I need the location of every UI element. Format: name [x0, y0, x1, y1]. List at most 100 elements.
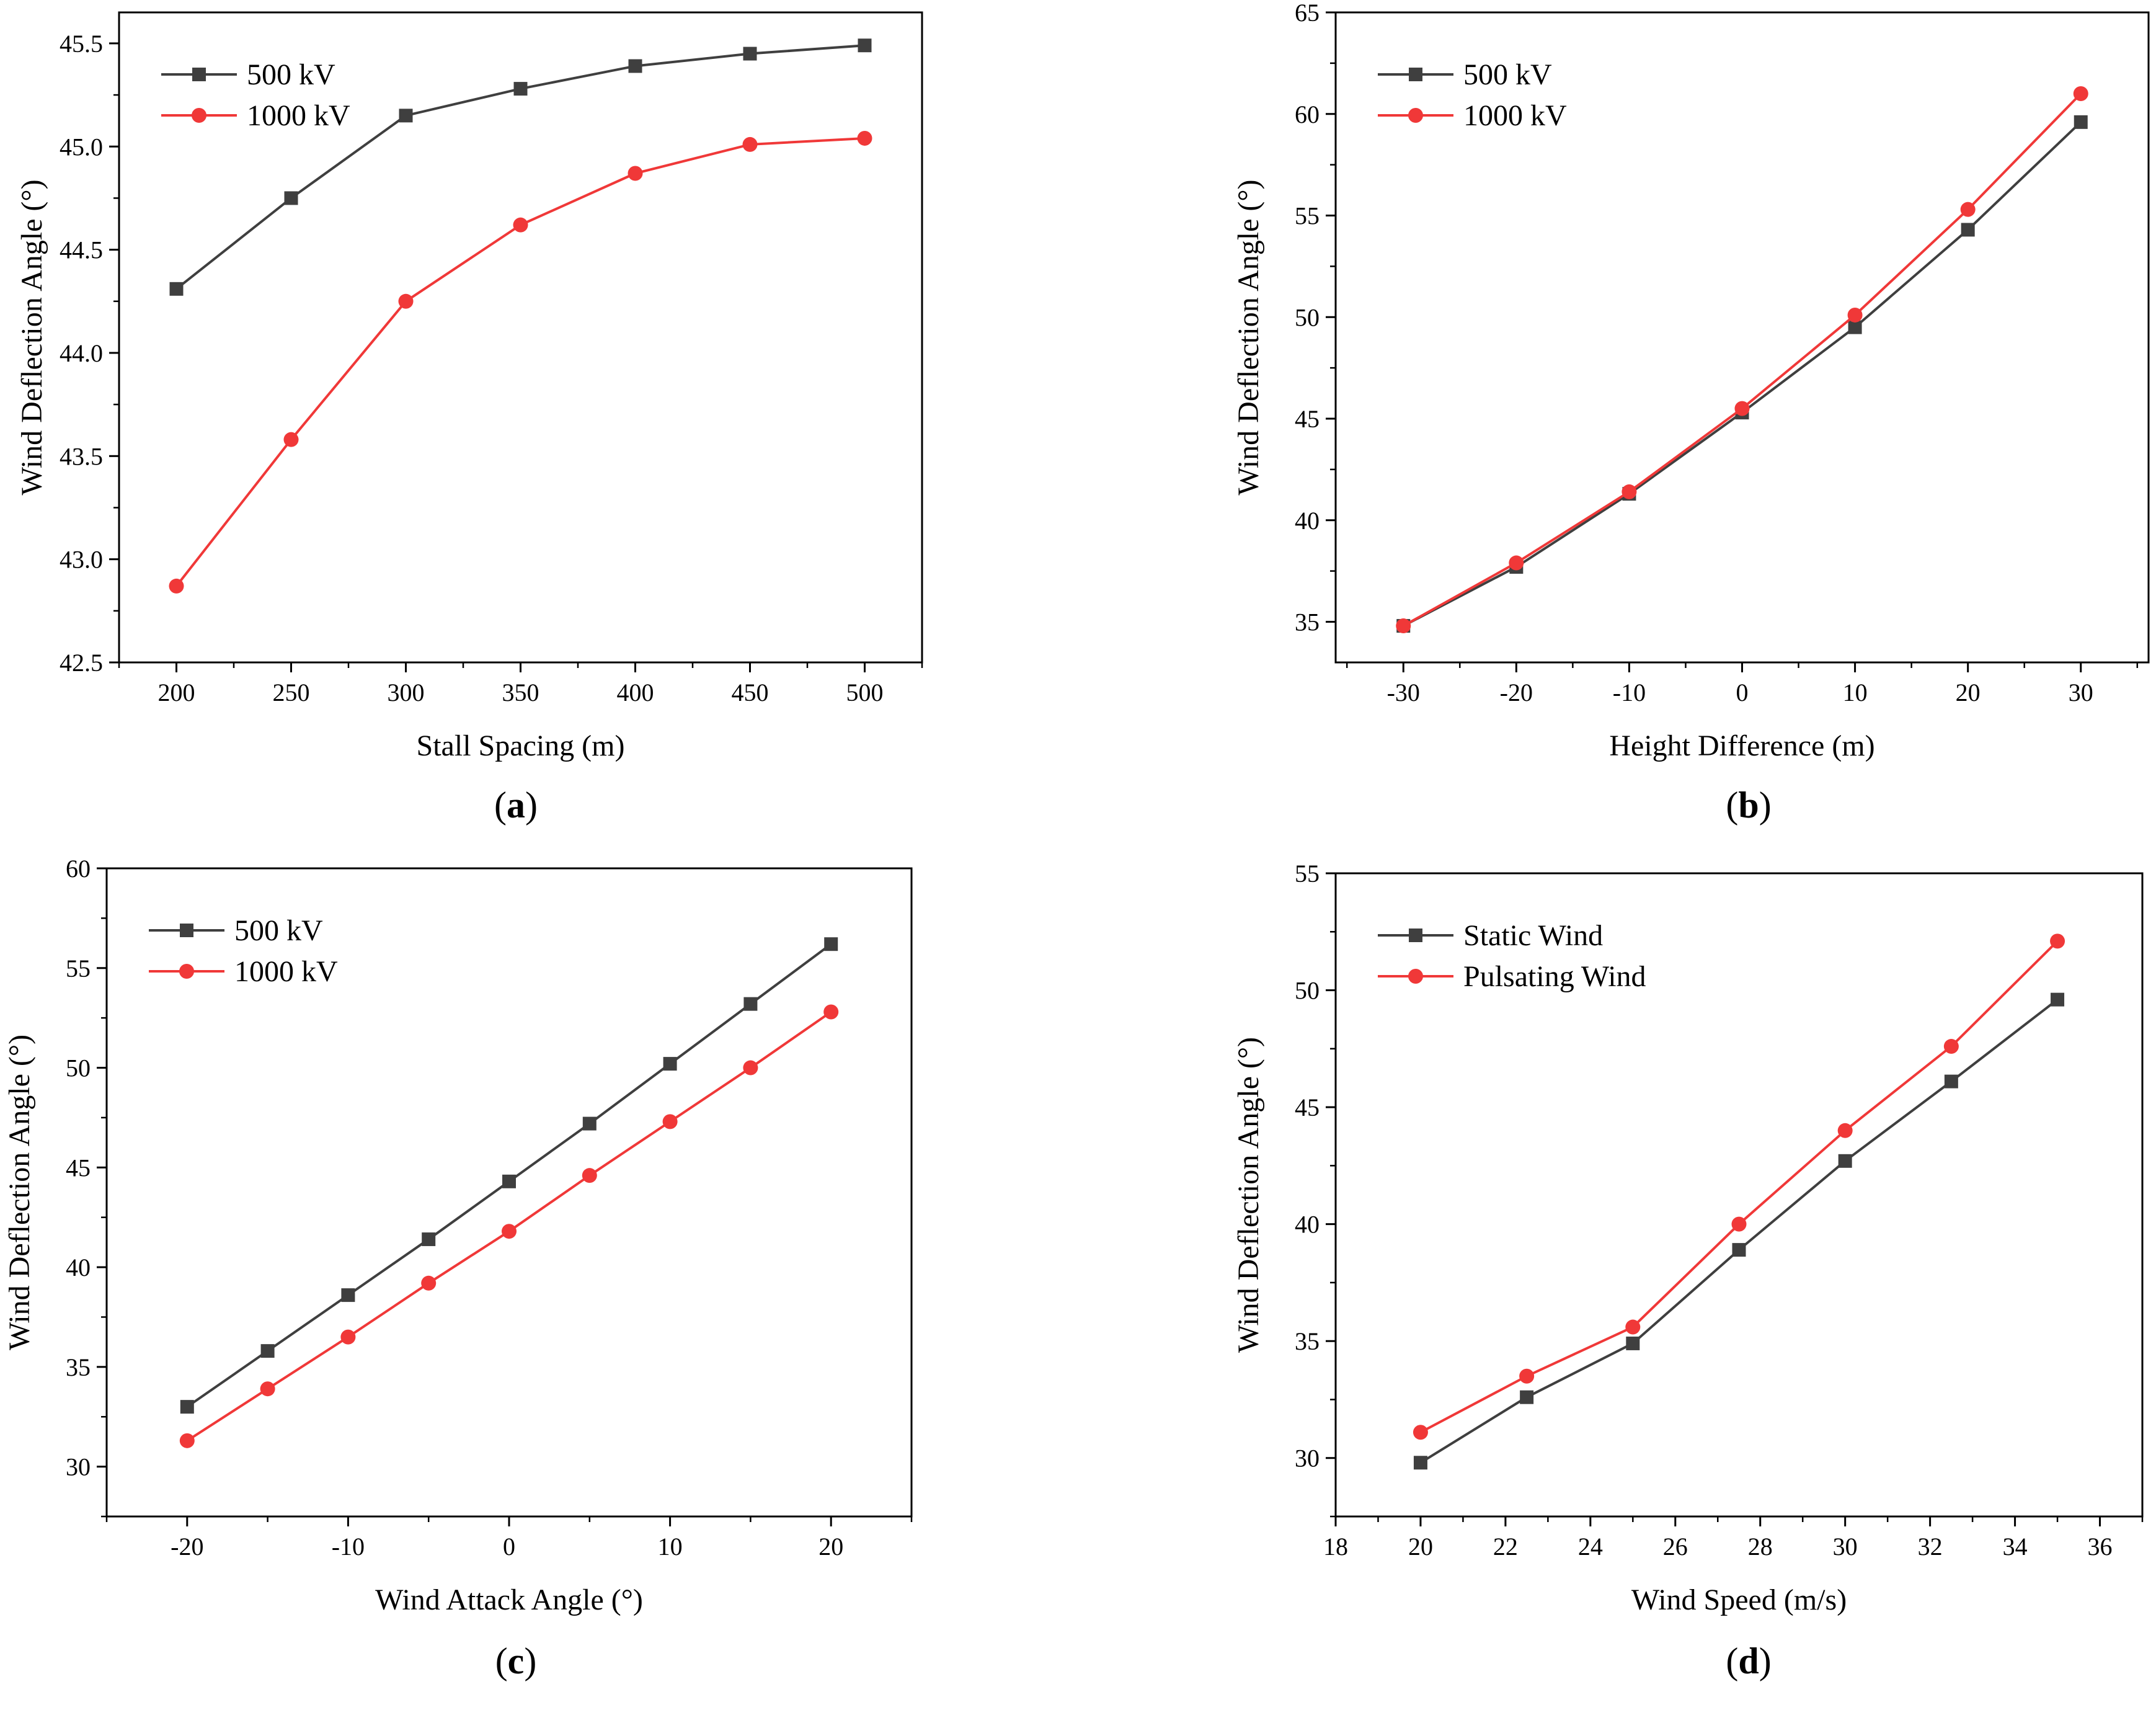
panel-label: (d) [1726, 1641, 1771, 1681]
y-tick-label: 42.5 [60, 649, 103, 677]
panel-d: 18 20 22 24 26 28 30 32 34 36 30 35 40 45 50 55 Wind Spe… [1232, 860, 2144, 1681]
data-point-square [399, 109, 413, 123]
data-point-circle [283, 432, 299, 447]
legend-marker-circle [192, 108, 206, 123]
data-point-circle [742, 136, 758, 152]
x-tick-label: 20 [1956, 679, 1981, 706]
legend-label: 1000 kV [247, 99, 350, 132]
panel-label: (b) [1726, 785, 1771, 826]
y-tick-label: 55 [1295, 202, 1320, 230]
data-point-circle [743, 1060, 758, 1075]
y-tick-label: 55 [1295, 860, 1320, 888]
x-tick-label: 250 [273, 679, 310, 706]
panel-letter: d [1738, 1641, 1759, 1681]
x-tick-label: 200 [158, 679, 195, 706]
data-point-circle [857, 130, 872, 146]
legend-entry: Static Wind [1378, 919, 1603, 952]
x-tick-label: 500 [846, 679, 884, 706]
data-point-circle [1519, 1368, 1535, 1384]
data-point-square [858, 38, 872, 53]
x-tick-label: 22 [1493, 1533, 1518, 1561]
data-point-square [743, 997, 758, 1011]
data-point-circle [2073, 86, 2088, 101]
plot-frame [1334, 872, 2144, 1518]
data-point-circle [2050, 933, 2065, 949]
y-tick-label: 40 [1295, 1211, 1320, 1239]
y-tick-label: 35 [1295, 608, 1320, 636]
data-point-circle [398, 293, 414, 309]
panel-letter: b [1738, 785, 1759, 826]
data-point-square [1413, 1456, 1427, 1470]
data-point-square [341, 1288, 355, 1303]
series-line-2 [1403, 92, 2082, 627]
data-point-square [1848, 320, 1862, 334]
legend-marker-circle [1408, 969, 1423, 984]
y-tick-label: 35 [66, 1353, 91, 1381]
data-point-square [284, 191, 298, 205]
y-tick-label: 65 [1295, 0, 1320, 27]
y-tick-label: 44.5 [60, 236, 103, 264]
x-tick-label: 450 [732, 679, 769, 706]
x-tick-label: 36 [2088, 1533, 2113, 1561]
panel-b: -30 -20 -10 0 10 20 30 35 40 45 50 55 60 65 Height Dif… [1232, 0, 2150, 826]
x-tick-label: 28 [1748, 1533, 1773, 1561]
y-tick-label: 45 [1295, 405, 1320, 433]
x-tick-label: -10 [1613, 679, 1646, 706]
data-point-circle [1509, 555, 1524, 571]
x-axis-title: Stall Spacing (m) [417, 729, 625, 762]
plot-frame [118, 11, 923, 664]
x-tick-label: 0 [1736, 679, 1749, 706]
legend-marker-circle [1408, 108, 1423, 123]
data-point-circle [1621, 484, 1637, 499]
data-point-square [502, 1174, 516, 1188]
x-tick-label: 18 [1323, 1533, 1348, 1561]
x-tick-label: 20 [1408, 1533, 1433, 1561]
panel-letter: c [508, 1641, 525, 1681]
y-tick-label: 60 [66, 855, 91, 883]
data-point-circle [1734, 401, 1750, 416]
legend-entry: 1000 kV [161, 99, 350, 132]
y-tick-label: 45 [66, 1154, 91, 1182]
data-point-square [1838, 1154, 1852, 1168]
data-point-circle [1413, 1425, 1428, 1440]
y-axis-title: Wind Deflection Angle (°) [3, 1035, 36, 1350]
x-tick-label: 0 [503, 1533, 515, 1561]
y-tick-label: 45.5 [60, 30, 103, 58]
data-point-circle [260, 1381, 275, 1397]
legend-entry: 500 kV [149, 914, 323, 947]
x-tick-label: -20 [1500, 679, 1533, 706]
plot-frame [1334, 11, 2150, 664]
data-point-circle [1731, 1216, 1747, 1232]
x-axis-title: Height Difference (m) [1609, 729, 1874, 762]
data-point-circle [179, 1433, 195, 1448]
legend-marker-square [1409, 68, 1422, 81]
y-tick-label: 40 [1295, 507, 1320, 535]
y-tick-label: 43.0 [60, 546, 103, 574]
legend-marker-circle [179, 964, 194, 979]
x-axis-title: Wind Speed (m/s) [1631, 1583, 1847, 1616]
data-point-square [422, 1232, 436, 1247]
data-point-square [628, 59, 642, 73]
data-point-circle [823, 1004, 839, 1020]
data-point-circle [1960, 202, 1976, 217]
data-point-square [1626, 1336, 1640, 1350]
x-tick-label: 34 [2003, 1533, 2028, 1561]
x-tick-label: -30 [1387, 679, 1420, 706]
data-point-circle [502, 1224, 517, 1239]
x-tick-label: 24 [1578, 1533, 1603, 1561]
data-point-circle [421, 1275, 437, 1291]
x-axis-title: Wind Attack Angle (°) [375, 1583, 643, 1616]
data-point-square [2051, 992, 2065, 1007]
legend-label: Pulsating Wind [1463, 960, 1646, 993]
x-tick-label: 30 [1833, 1533, 1858, 1561]
data-point-circle [1396, 618, 1411, 634]
panel-c: -20 -10 0 10 20 30 35 40 45 50 55 60 Wind Attack Ang… [3, 855, 913, 1681]
legend-marker-square [192, 68, 206, 81]
x-tick-label: -10 [332, 1533, 365, 1561]
panel-letter: a [507, 785, 525, 826]
series-line-2 [1420, 940, 2059, 1434]
x-tick-label: 300 [388, 679, 425, 706]
legend-marker-square [1409, 928, 1422, 942]
y-axis-title: Wind Deflection Angle (°) [1232, 1037, 1265, 1353]
legend-entry: Pulsating Wind [1378, 960, 1646, 993]
